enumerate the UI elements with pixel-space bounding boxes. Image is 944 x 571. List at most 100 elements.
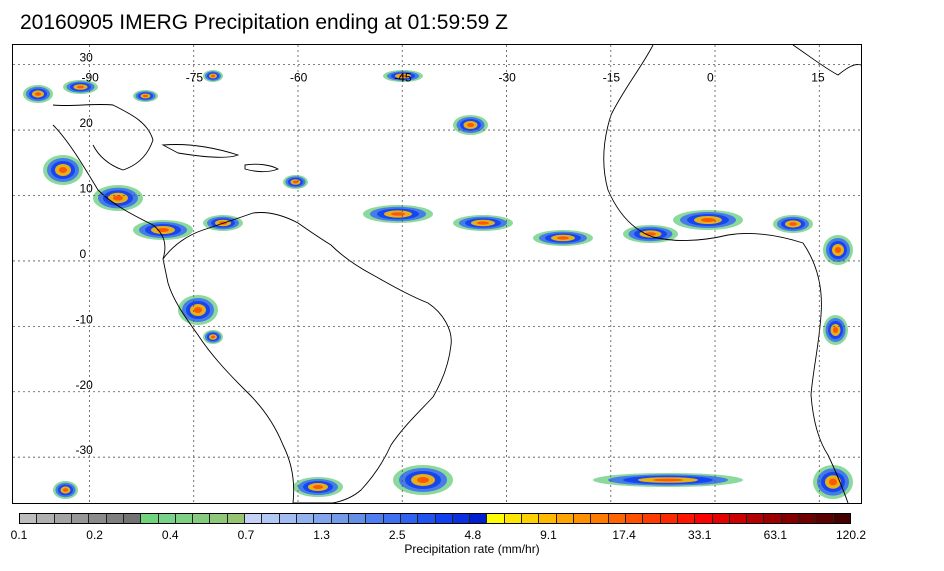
colorbar-cell [487, 514, 505, 523]
colorbar-cell [123, 514, 142, 523]
colorbar-tick-label: 33.1 [688, 528, 712, 542]
coastline-cuba [161, 144, 240, 158]
precip-cell [63, 488, 68, 492]
colorbar-tick-label: 0.2 [86, 528, 103, 542]
lat-label: 30 [79, 51, 93, 65]
colorbar-cell [591, 514, 609, 523]
lat-label: -10 [75, 312, 93, 326]
colorbar-cell [539, 514, 557, 523]
coastline-gulf-of-mexico [52, 103, 154, 171]
graticule [13, 45, 861, 503]
lat-label: 20 [79, 116, 93, 130]
colorbar-cell [400, 514, 419, 523]
precip-cell [77, 85, 84, 89]
precip-cell [399, 74, 407, 78]
colorbar-cell [625, 514, 644, 523]
colorbar-cell [37, 514, 55, 523]
precip-cell [829, 478, 837, 486]
precip-cell [557, 236, 569, 240]
precip-cell [293, 180, 298, 184]
colorbar-cell [89, 514, 107, 523]
lon-label: 0 [707, 71, 714, 85]
precip-cell [113, 195, 123, 201]
precip-cell [211, 335, 215, 339]
colorbar-cell [314, 514, 332, 523]
colorbar-cell [712, 514, 730, 523]
lon-label: -75 [186, 71, 204, 85]
colorbar-cell [297, 514, 315, 523]
colorbar-tick-label: 63.1 [763, 528, 788, 542]
colorbar-tick-label: 17.4 [612, 528, 636, 542]
colorbar-cell [660, 514, 678, 523]
colorbar-cell [245, 514, 263, 523]
colorbar-tick-label: 0.4 [161, 528, 179, 542]
colorbar-cell [331, 514, 349, 523]
colorbar-tick-label: 120.2 [835, 528, 867, 542]
colorbar-cell [262, 514, 280, 523]
colorbar-cell [799, 514, 817, 523]
colorbar-cell [747, 514, 765, 523]
precip-cell [789, 222, 797, 226]
coastline-layer [52, 45, 861, 503]
precip-cell [835, 247, 841, 253]
colorbar-cell [833, 514, 850, 523]
precip-cell [391, 212, 405, 216]
colorbar-cell [210, 514, 228, 523]
coastline-north-africa [792, 45, 861, 76]
coastline-south-america [162, 212, 452, 503]
lon-label: 15 [811, 71, 825, 85]
colorbar-cell [348, 514, 367, 523]
colorbar-cell [71, 514, 90, 523]
colorbar-cell [729, 514, 748, 523]
precipitation-layer [23, 70, 853, 499]
colorbar-cell [643, 514, 661, 523]
precip-cell [35, 92, 41, 96]
lon-label: -30 [499, 71, 517, 85]
precip-cell [313, 485, 323, 489]
precipitation-map: -90 -75 -60 -45 -30 -15 0 15 30 20 10 0 -10 -20 -30 [12, 44, 862, 504]
colorbar-cell [175, 514, 194, 523]
precip-cell [467, 123, 474, 127]
colorbar-tick-label: 4.8 [464, 528, 482, 542]
coastline-central-america [52, 124, 166, 260]
colorbar-cell [227, 514, 246, 523]
colorbar-tick-label: 1.3 [313, 528, 330, 542]
coastline-hispaniola [244, 163, 280, 173]
colorbar-cell [764, 514, 782, 523]
precip-cell [194, 307, 202, 313]
colorbar-tick-label: 2.5 [388, 528, 406, 542]
graticule-labels: -90 -75 -60 -45 -30 -15 0 15 30 20 10 0 -10 -20 -30 [75, 51, 825, 458]
colorbar-cell [141, 514, 159, 523]
precip-cell [417, 477, 429, 483]
map-title: 20160905 IMERG Precipitation ending at 0… [20, 11, 508, 34]
colorbar-cell [608, 514, 626, 523]
colorbar-cell [574, 514, 592, 523]
colorbar-cell [781, 514, 800, 523]
lon-label: -45 [394, 71, 412, 85]
precip-cell [211, 74, 215, 78]
colorbar-cell [556, 514, 574, 523]
colorbar-cell [504, 514, 523, 523]
colorbar-cell [366, 514, 384, 523]
colorbar-cell [452, 514, 471, 523]
lon-label: -90 [81, 71, 99, 85]
colorbar-cell [193, 514, 211, 523]
colorbar-cell [695, 514, 713, 523]
map-canvas: -90 -75 -60 -45 -30 -15 0 15 30 20 10 0 -10 -20 -30 [13, 45, 861, 503]
colorbar-cell [279, 514, 297, 523]
colorbar-cell [418, 514, 436, 523]
lat-label: -20 [75, 378, 93, 392]
lat-label: 10 [79, 181, 93, 195]
precip-cell [477, 221, 489, 225]
colorbar-cell [383, 514, 401, 523]
colorbar-cell [435, 514, 453, 523]
colorbar-cell [677, 514, 696, 523]
colorbar-cell [158, 514, 176, 523]
colorbar-tick-label: 0.7 [237, 528, 255, 542]
colorbar-tick-label: 0.1 [10, 528, 28, 542]
colorbar-cell [20, 514, 38, 523]
colorbar-cell [54, 514, 72, 523]
lon-label: -15 [603, 71, 621, 85]
colorbar-cell [470, 514, 488, 523]
colorbar-label: Precipitation rate (mm/hr) [404, 542, 540, 556]
